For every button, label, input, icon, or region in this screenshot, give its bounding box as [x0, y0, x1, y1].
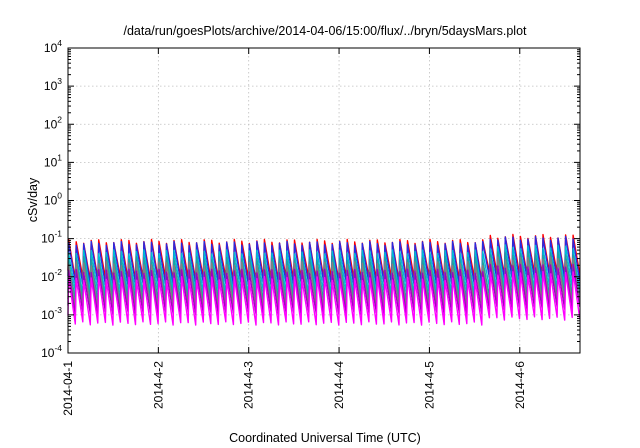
- x-axis-label: Coordinated Universal Time (UTC): [229, 431, 421, 445]
- chart-title: /data/run/goesPlots/archive/2014-04-06/1…: [123, 24, 527, 38]
- y-tick-label: 104: [44, 38, 62, 55]
- series-lines: [67, 233, 581, 326]
- y-tick-label: 10-3: [41, 305, 62, 322]
- y-tick-label: 101: [44, 152, 62, 169]
- y-tick-label: 10-2: [41, 267, 62, 284]
- x-tick-label: 2014-04-1: [61, 361, 75, 416]
- x-tick-label: 2014-4-5: [422, 361, 436, 409]
- y-tick-labels: 10-4 10-3 10-2 10-1 100 101 102 103 104: [41, 38, 62, 360]
- x-tick-label: 2014-4-6: [513, 361, 527, 409]
- x-tick-label: 2014-4-3: [242, 361, 256, 409]
- y-tick-label: 102: [44, 114, 62, 131]
- axis-ticks: [67, 47, 580, 354]
- x-tick-labels: 2014-04-1 2014-4-2 2014-4-3 2014-4-4 2014-4-…: [61, 361, 527, 416]
- x-tick-label: 2014-4-2: [151, 361, 165, 409]
- y-axis-label: cSv/day: [26, 177, 40, 222]
- x-tick-label: 2014-4-4: [332, 361, 346, 409]
- y-tick-label: 103: [44, 76, 62, 93]
- series-line: [67, 271, 581, 326]
- y-tick-label: 10-4: [41, 343, 62, 360]
- y-tick-label: 10-1: [41, 229, 62, 246]
- y-tick-label: 100: [44, 191, 62, 208]
